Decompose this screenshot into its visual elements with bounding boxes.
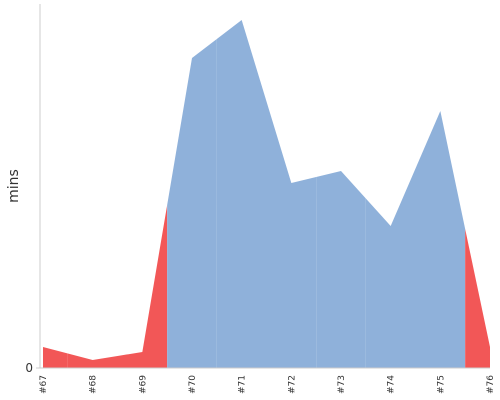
x-tick-label: #69: [138, 375, 148, 394]
x-tick-label: #72: [287, 375, 297, 394]
area-segment: [365, 168, 416, 368]
area-segment: [216, 20, 267, 368]
x-tick-label: #76: [486, 375, 496, 394]
area-segment: [43, 347, 68, 368]
area-segment: [117, 205, 168, 368]
area-segment: [67, 353, 118, 368]
y-tick-label: 0: [25, 361, 33, 375]
area-segment: [415, 111, 466, 368]
x-tick-label: #74: [387, 375, 397, 394]
x-tick-label: #68: [89, 375, 99, 394]
x-tick-label: #73: [337, 375, 347, 394]
x-tick-label: #70: [188, 375, 198, 394]
x-tick-label: #75: [436, 375, 446, 394]
area-segment: [167, 39, 217, 368]
x-tick-label: #71: [238, 375, 248, 394]
area-segment: [465, 229, 490, 368]
y-axis-label: mins: [6, 169, 22, 203]
area-segment: [266, 101, 317, 368]
x-tick-label: #67: [39, 375, 49, 394]
area-segment: [316, 171, 366, 368]
